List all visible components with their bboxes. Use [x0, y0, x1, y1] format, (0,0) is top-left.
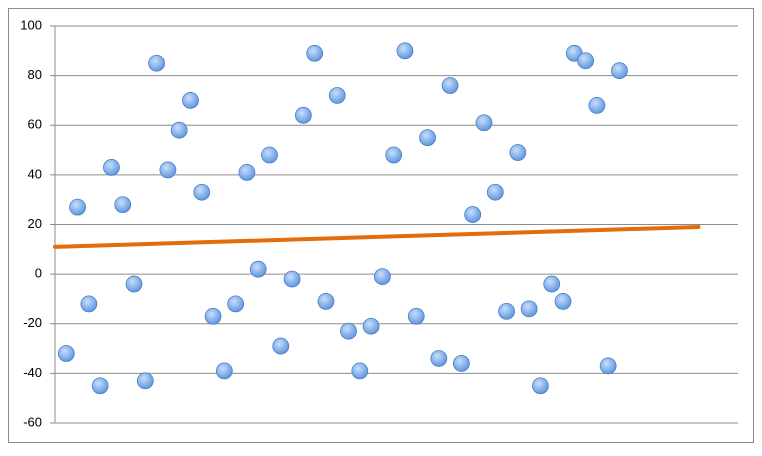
point — [453, 355, 470, 372]
y-tick-label: 0 — [35, 266, 42, 281]
y-tick-label: 40 — [28, 166, 42, 181]
point — [170, 121, 188, 139]
point — [227, 295, 245, 313]
point — [419, 129, 436, 147]
point — [272, 337, 290, 355]
point — [125, 275, 143, 293]
point — [486, 183, 504, 201]
point — [69, 198, 86, 216]
point — [577, 52, 594, 70]
point — [588, 97, 606, 114]
point — [441, 77, 459, 94]
point — [57, 345, 75, 362]
point — [136, 372, 154, 390]
y-tick-label: -40 — [23, 365, 42, 380]
point — [351, 362, 369, 380]
point — [283, 270, 301, 288]
point — [159, 161, 177, 179]
point — [204, 307, 222, 325]
point — [193, 183, 211, 201]
trendline — [53, 224, 701, 249]
point — [396, 42, 414, 60]
y-tick-label: -20 — [23, 315, 42, 330]
point — [306, 44, 324, 62]
point — [373, 268, 391, 286]
y-tick-label: -60 — [23, 414, 42, 429]
point — [430, 350, 448, 367]
point — [261, 146, 278, 164]
point — [520, 300, 538, 318]
point — [238, 163, 256, 181]
point — [215, 362, 233, 380]
y-tick-label: 100 — [20, 17, 42, 32]
point — [103, 159, 120, 176]
y-tick-label: 20 — [28, 216, 42, 231]
point — [317, 293, 335, 310]
point — [114, 196, 132, 214]
point — [182, 92, 199, 109]
point — [249, 260, 267, 278]
point — [385, 146, 403, 164]
point — [80, 295, 98, 313]
point — [148, 54, 166, 72]
point — [340, 322, 357, 340]
point — [294, 106, 312, 124]
point — [611, 62, 628, 80]
point — [407, 307, 425, 325]
point — [362, 317, 380, 335]
point — [532, 377, 549, 395]
point — [543, 275, 561, 293]
chart-frame — [8, 8, 754, 443]
point — [498, 302, 515, 320]
point — [328, 87, 346, 104]
point — [509, 144, 527, 161]
point — [475, 114, 493, 132]
point — [464, 206, 482, 223]
point — [91, 377, 109, 395]
point — [554, 293, 572, 310]
y-tick-label: 80 — [28, 67, 42, 82]
y-tick-label: 60 — [28, 117, 42, 132]
point — [599, 357, 617, 375]
